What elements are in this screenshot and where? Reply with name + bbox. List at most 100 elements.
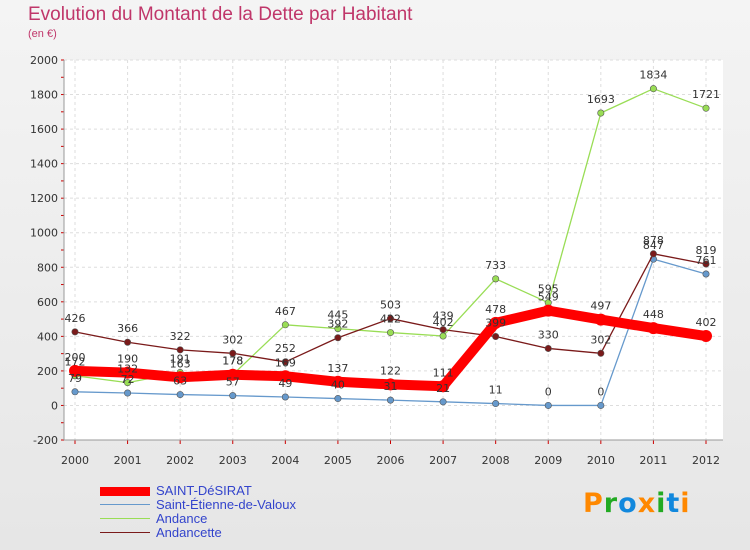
y-tick-label: 1000 [30, 227, 58, 240]
data-label-andance: 422 [380, 313, 401, 326]
data-point-saint-desirat [700, 330, 712, 343]
legend-swatch-saint-etienne [100, 504, 150, 505]
data-point-andance [334, 325, 342, 333]
logo-letter: i [680, 488, 691, 519]
data-point-andancette [544, 344, 552, 352]
data-point-andancette [386, 315, 394, 323]
legend: SAINT-DéSIRAT Saint-Étienne-de-Valoux An… [100, 483, 400, 540]
data-point-saint-desirat [647, 322, 660, 335]
data-label-andancette: 322 [170, 330, 191, 343]
data-point-saint-desirat [121, 366, 134, 379]
data-point-andancette [124, 338, 132, 346]
data-point-saint-etienne [597, 401, 605, 409]
data-point-saint-desirat [279, 370, 292, 383]
y-tick-label: 1200 [30, 192, 58, 205]
x-tick-label: 2010 [587, 454, 615, 467]
data-point-andancette [281, 358, 289, 366]
data-label-andancette: 330 [538, 328, 559, 341]
data-label-saint-etienne: 21 [436, 382, 450, 395]
chart-title: Evolution du Montant de la Dette par Hab… [28, 4, 413, 25]
data-label-andance: 445 [327, 309, 348, 322]
data-label-saint-desirat: 178 [222, 355, 243, 368]
data-label-andancette: 503 [380, 299, 401, 312]
data-label-andance: 467 [275, 305, 296, 318]
data-label-saint-desirat: 111 [433, 366, 454, 379]
data-point-saint-etienne [124, 389, 132, 397]
x-tick-label: 2012 [692, 454, 720, 467]
data-point-saint-desirat [542, 304, 555, 317]
data-point-andancette [492, 333, 500, 341]
data-label-andancette: 302 [590, 333, 611, 346]
y-tick-label: 0 [51, 399, 58, 412]
data-label-andance: 172 [65, 356, 86, 369]
data-label-andance: 178 [222, 355, 243, 368]
data-label-andance: 132 [117, 363, 138, 376]
logo-letter: r [603, 488, 619, 519]
logo-letter: i [656, 488, 667, 519]
data-label-andancette: 302 [222, 333, 243, 346]
data-label-saint-etienne: 72 [121, 373, 135, 386]
x-tick-label: 2011 [639, 454, 667, 467]
data-point-saint-etienne [544, 401, 552, 409]
line-chart: -200020040060080010001200140016001800200… [30, 54, 723, 467]
x-tick-label: 2003 [219, 454, 247, 467]
legend-label-saint-etienne: Saint-Étienne-de-Valoux [156, 497, 296, 512]
data-point-saint-desirat [331, 375, 344, 388]
x-tick-label: 2009 [534, 454, 562, 467]
data-point-andance [649, 85, 657, 93]
data-label-andancette: 439 [433, 310, 454, 323]
data-point-andance [386, 329, 394, 337]
data-point-saint-desirat [226, 368, 239, 381]
data-label-andancette: 878 [643, 234, 664, 247]
data-label-saint-desirat: 169 [275, 356, 296, 369]
y-tick-label: 600 [37, 296, 58, 309]
data-label-saint-etienne: 49 [278, 377, 292, 390]
data-point-saint-etienne [229, 392, 237, 400]
data-label-andancette: 819 [696, 244, 717, 257]
x-tick-label: 2004 [271, 454, 299, 467]
legend-label-andance: Andance [156, 511, 208, 526]
data-point-andance [597, 109, 605, 117]
data-label-saint-desirat: 122 [380, 364, 401, 377]
x-tick-label: 2006 [377, 454, 405, 467]
data-label-saint-desirat: 163 [170, 357, 191, 370]
data-label-saint-desirat: 549 [538, 291, 559, 304]
legend-swatch-andance [100, 518, 150, 519]
data-label-saint-etienne: 31 [384, 380, 398, 393]
data-point-saint-etienne [176, 391, 184, 399]
x-tick-label: 2000 [61, 454, 89, 467]
legend-item-andance: Andance [100, 511, 400, 526]
data-label-andance: 1834 [639, 69, 667, 82]
chart-subtitle: (en €) [28, 28, 57, 40]
data-label-andance: 1721 [692, 88, 720, 101]
x-tick-label: 2005 [324, 454, 352, 467]
data-label-saint-etienne: 761 [696, 254, 717, 267]
logo-letter: t [666, 488, 681, 519]
data-point-andancette [229, 349, 237, 357]
data-label-saint-etienne: 847 [643, 239, 664, 252]
data-label-andancette: 252 [275, 342, 296, 355]
data-label-andancette: 426 [65, 312, 86, 325]
y-tick-label: 1600 [30, 123, 58, 136]
x-tick-label: 2002 [166, 454, 194, 467]
data-point-saint-etienne [439, 398, 447, 406]
data-label-saint-etienne: 57 [226, 376, 240, 389]
data-point-andance [281, 321, 289, 329]
data-point-saint-desirat [594, 313, 607, 326]
logo-letter: o [618, 488, 638, 519]
y-tick-label: 1800 [30, 89, 58, 102]
data-point-saint-desirat [69, 364, 81, 377]
data-point-saint-desirat [489, 316, 502, 329]
data-point-saint-etienne [702, 270, 710, 278]
x-tick-label: 2008 [482, 454, 510, 467]
data-label-saint-desirat: 497 [590, 300, 611, 313]
data-label-saint-desirat: 200 [65, 351, 86, 364]
legend-swatch-andancette [100, 532, 150, 533]
y-tick-label: 2000 [30, 54, 58, 67]
data-label-saint-desirat: 137 [327, 362, 348, 375]
data-point-andancette [702, 260, 710, 268]
data-label-saint-etienne: 0 [545, 385, 552, 398]
x-tick-label: 2007 [429, 454, 457, 467]
data-point-andancette [597, 349, 605, 357]
